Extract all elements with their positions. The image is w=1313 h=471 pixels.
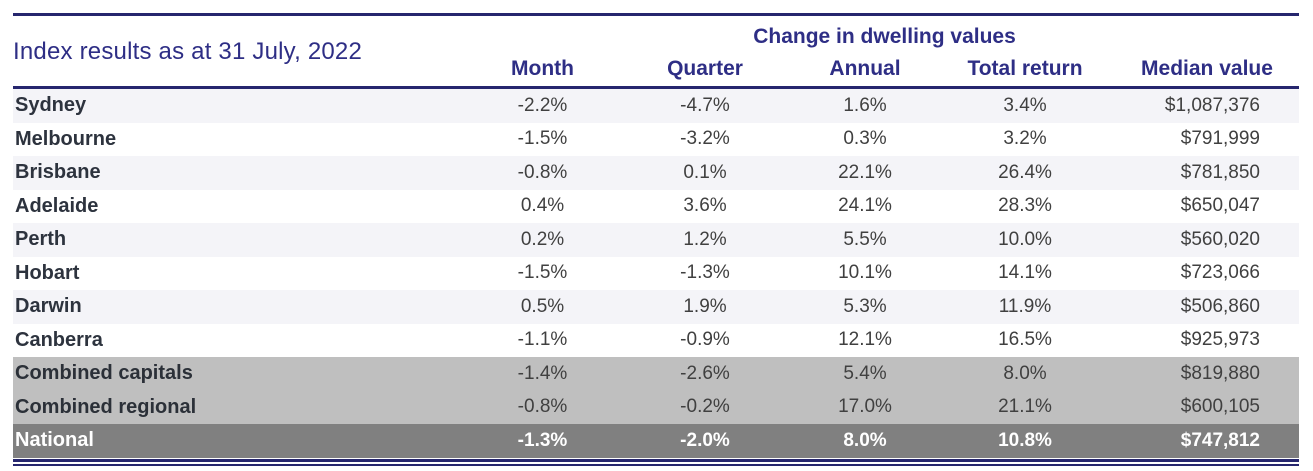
table-row: Canberra -1.1% -0.9% 12.1% 16.5% $925,973 xyxy=(13,323,1299,357)
cell-median-value: $747,812 xyxy=(1180,429,1260,451)
cell-total-return: 8.0% xyxy=(1003,362,1047,384)
table-row: Sydney -2.2% -4.7% 1.6% 3.4% $1,087,376 xyxy=(13,89,1299,123)
cell-month: -1.1% xyxy=(517,329,568,351)
column-header-median-value: Median value xyxy=(1141,57,1273,80)
cell-quarter: -1.3% xyxy=(680,262,730,284)
table-row: National -1.3% -2.0% 8.0% 10.8% $747,812 xyxy=(13,424,1299,458)
column-header-month: Month xyxy=(511,57,574,80)
cell-month: 0.4% xyxy=(520,195,565,217)
cell-median-value: $925,973 xyxy=(1180,329,1260,351)
row-label: Combined regional xyxy=(15,395,197,418)
cell-quarter: -2.6% xyxy=(680,362,730,384)
row-label: Melbourne xyxy=(15,127,117,150)
cell-annual: 8.0% xyxy=(843,429,887,451)
cell-month: -1.5% xyxy=(517,128,568,150)
row-label: Darwin xyxy=(15,295,82,318)
cell-median-value: $781,850 xyxy=(1180,161,1260,183)
cell-median-value: $560,020 xyxy=(1180,228,1260,250)
cell-month: -1.5% xyxy=(517,262,568,284)
cell-annual: 12.1% xyxy=(838,329,892,351)
row-label: Perth xyxy=(15,228,67,251)
cell-total-return: 3.4% xyxy=(1003,94,1047,116)
cell-month: -0.8% xyxy=(517,161,568,183)
cell-annual: 0.3% xyxy=(843,128,887,150)
cell-annual: 5.5% xyxy=(843,228,887,250)
cell-total-return: 10.8% xyxy=(998,429,1052,451)
cell-total-return: 16.5% xyxy=(998,329,1052,351)
cell-quarter: 1.2% xyxy=(683,228,727,250)
cell-annual: 17.0% xyxy=(838,396,892,418)
table-row: Hobart -1.5% -1.3% 10.1% 14.1% $723,066 xyxy=(13,256,1299,290)
table-row: Brisbane -0.8% 0.1% 22.1% 26.4% $781,850 xyxy=(13,156,1299,190)
cell-total-return: 11.9% xyxy=(998,295,1052,317)
group-header: Change in dwelling values xyxy=(753,25,1016,48)
cell-total-return: 26.4% xyxy=(998,161,1052,183)
cell-quarter: 1.9% xyxy=(683,295,727,317)
row-label: Adelaide xyxy=(15,194,99,217)
cell-total-return: 3.2% xyxy=(1003,128,1047,150)
cell-median-value: $650,047 xyxy=(1180,195,1260,217)
row-label: Canberra xyxy=(15,328,103,351)
cell-median-value: $600,105 xyxy=(1180,396,1260,418)
table-row: Adelaide 0.4% 3.6% 24.1% 28.3% $650,047 xyxy=(13,189,1299,223)
cell-annual: 5.3% xyxy=(843,295,887,317)
row-label: Hobart xyxy=(15,261,80,284)
cell-annual: 22.1% xyxy=(838,161,892,183)
cell-total-return: 14.1% xyxy=(998,262,1052,284)
cell-quarter: -0.2% xyxy=(680,396,730,418)
cell-month: -1.4% xyxy=(517,362,568,384)
cell-quarter: 3.6% xyxy=(683,195,727,217)
header-rule xyxy=(13,86,1299,89)
table-row: Melbourne -1.5% -3.2% 0.3% 3.2% $791,999 xyxy=(13,122,1299,156)
cell-month: -1.3% xyxy=(517,429,568,451)
cell-month: 0.5% xyxy=(520,295,565,317)
cell-annual: 10.1% xyxy=(838,262,892,284)
table-header: Index results as at 31 July, 2022 Change… xyxy=(13,16,1299,86)
cell-median-value: $791,999 xyxy=(1180,128,1260,150)
cell-total-return: 21.1% xyxy=(998,396,1052,418)
column-header-annual: Annual xyxy=(829,57,901,80)
cell-median-value: $819,880 xyxy=(1180,362,1260,384)
row-label: National xyxy=(15,429,94,452)
row-label: Combined capitals xyxy=(15,362,193,385)
table-row: Combined capitals -1.4% -2.6% 5.4% 8.0% $819,… xyxy=(13,357,1299,391)
top-rule xyxy=(13,13,1299,16)
column-header-total-return: Total return xyxy=(967,57,1083,80)
cell-quarter: -3.2% xyxy=(680,128,730,150)
cell-month: 0.2% xyxy=(520,228,565,250)
row-label: Brisbane xyxy=(15,161,101,184)
cell-total-return: 10.0% xyxy=(998,228,1052,250)
cell-quarter: -0.9% xyxy=(680,329,730,351)
table-row: Darwin 0.5% 1.9% 5.3% 11.9% $506,860 xyxy=(13,290,1299,324)
table-row: Combined regional -0.8% -0.2% 17.0% 21.1% $60… xyxy=(13,390,1299,424)
column-header-quarter: Quarter xyxy=(667,57,743,80)
table-body: Sydney -2.2% -4.7% 1.6% 3.4% $1,087,376 Melbou… xyxy=(13,89,1299,458)
cell-quarter: -2.0% xyxy=(680,429,730,451)
cell-month: -0.8% xyxy=(517,396,568,418)
cell-median-value: $1,087,376 xyxy=(1164,94,1260,116)
cell-quarter: -4.7% xyxy=(680,94,730,116)
table-row: Perth 0.2% 1.2% 5.5% 10.0% $560,020 xyxy=(13,223,1299,257)
row-label: Sydney xyxy=(15,94,87,117)
cell-annual: 1.6% xyxy=(843,94,887,116)
cell-annual: 24.1% xyxy=(838,195,892,217)
cell-quarter: 0.1% xyxy=(683,161,727,183)
cell-month: -2.2% xyxy=(517,94,568,116)
bottom-rule xyxy=(13,458,1299,466)
page-title: Index results as at 31 July, 2022 xyxy=(13,38,363,65)
cell-total-return: 28.3% xyxy=(998,195,1052,217)
cell-median-value: $506,860 xyxy=(1180,295,1260,317)
cell-median-value: $723,066 xyxy=(1180,262,1260,284)
cell-annual: 5.4% xyxy=(843,362,887,384)
